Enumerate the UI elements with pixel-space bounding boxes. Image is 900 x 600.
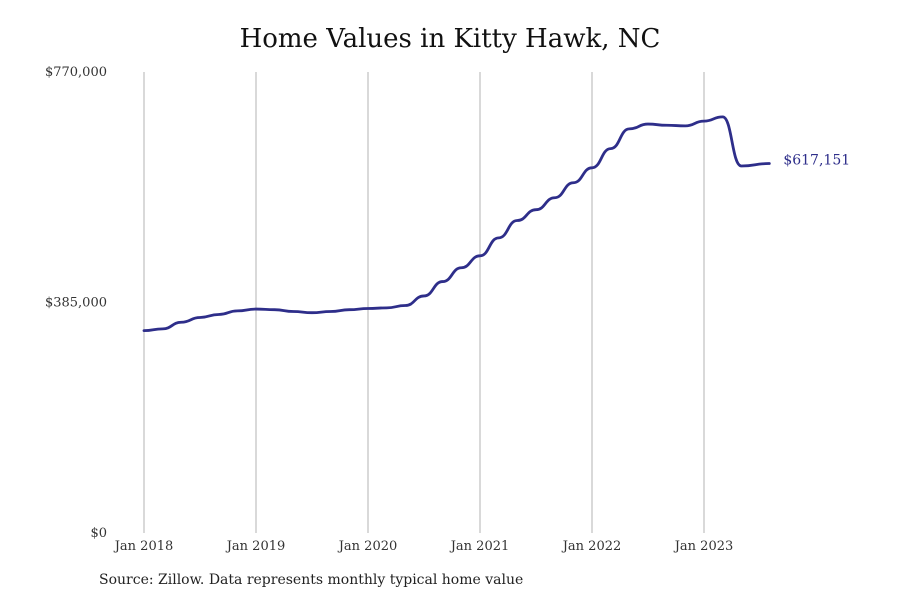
- chart-title: Home Values in Kitty Hawk, NC: [239, 24, 661, 54]
- x-tick-label: Jan 2021: [449, 539, 510, 554]
- x-tick-label: Jan 2020: [337, 539, 398, 554]
- series-line: [142, 115, 771, 333]
- x-tick-label: Jan 2019: [225, 539, 286, 554]
- source-note: Source: Zillow. Data represents monthly …: [99, 572, 524, 588]
- y-tick-label: $385,000: [45, 296, 107, 311]
- x-tick-label: Jan 2022: [561, 539, 622, 554]
- y-tick-label: $770,000: [45, 65, 107, 80]
- x-tick-label: Jan 2023: [673, 539, 734, 554]
- end-value-label: $617,151: [783, 153, 850, 169]
- y-tick-label: $0: [90, 526, 107, 541]
- x-tick-label: Jan 2018: [113, 539, 174, 554]
